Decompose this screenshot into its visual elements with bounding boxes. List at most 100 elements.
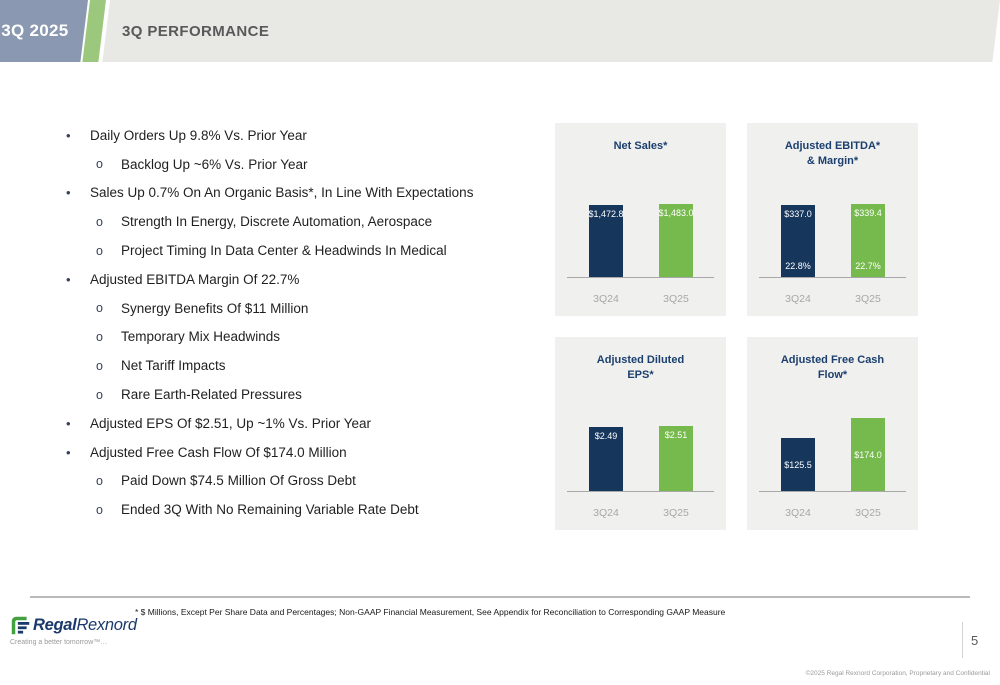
chart-baseline: [567, 277, 714, 278]
slide-header: 3Q 2025 3Q PERFORMANCE: [0, 0, 1000, 62]
x-axis-label: 3Q24: [593, 293, 619, 305]
bullet-item: • Adjusted EBITDA Margin Of 22.7%: [0, 265, 473, 294]
bullet-text: Adjusted EBITDA Margin Of 22.7%: [90, 271, 300, 287]
chart-title: Adjusted Free Cash Flow*: [747, 353, 918, 383]
x-axis-label: 3Q25: [855, 507, 881, 519]
bar-3q24: $337.0 22.8%: [781, 204, 815, 277]
bullet-marker: o: [96, 473, 103, 488]
bullet-text: Ended 3Q With No Remaining Variable Rate…: [121, 502, 419, 518]
bar-3q24: $1,472.8: [588, 204, 624, 277]
chart-title: Adjusted Diluted EPS*: [555, 353, 726, 383]
bullet-text: Adjusted Free Cash Flow Of $174.0 Millio…: [90, 444, 347, 460]
bar-value-label: $337.0: [784, 208, 812, 219]
x-axis-label: 3Q24: [593, 507, 619, 519]
chart-title-line: & Margin*: [806, 155, 859, 167]
bullet-marker: •: [66, 444, 71, 460]
x-axis-label: 3Q24: [785, 293, 811, 305]
bullet-marker: •: [66, 271, 71, 287]
footnote: * $ Millions, Except Per Share Data and …: [135, 607, 726, 617]
bar-3q25: $174.0: [851, 418, 885, 491]
bullet-marker: o: [96, 358, 103, 373]
bullet-text: Net Tariff Impacts: [121, 358, 226, 374]
chart-baseline: [759, 491, 906, 492]
logo-tagline: Creating a better tomorrow™…: [10, 639, 108, 646]
x-axis-label: 3Q25: [663, 507, 689, 519]
bullet-marker: o: [96, 387, 103, 402]
page-number-divider: [962, 622, 963, 658]
chart-panel: Net Sales* $1,472.8 3Q24 $1,483.0 3Q25: [555, 123, 726, 316]
bullet-item: o Strength In Energy, Discrete Automation…: [0, 207, 473, 236]
bullet-text: Strength In Energy, Discrete Automation,…: [121, 214, 433, 230]
bullet-item: o Ended 3Q With No Remaining Variable Rat…: [0, 495, 473, 524]
chart-title-line: Adjusted EBITDA*: [784, 140, 881, 152]
logo-text-regal: Regal: [33, 616, 77, 634]
bar-margin-label: 22.7%: [855, 261, 881, 271]
bar-3q25: $2.51: [659, 426, 693, 491]
regal-rexnord-logo: RegalRexnord Creating a better tomorrow™…: [10, 615, 137, 646]
chart-panel: Adjusted Free Cash Flow* $125.5 3Q24 $174.0 3…: [747, 337, 918, 530]
bullet-text: Adjusted EPS Of $2.51, Up ~1% Vs. Prior …: [90, 415, 372, 431]
chart-title: Adjusted EBITDA* & Margin*: [747, 139, 918, 169]
bullet-text: Rare Earth-Related Pressures: [121, 387, 302, 403]
bullet-text: Sales Up 0.7% On An Organic Basis*, In L…: [90, 185, 474, 201]
x-axis-label: 3Q25: [855, 293, 881, 305]
bullet-item: o Net Tariff Impacts: [0, 351, 473, 380]
bullet-marker: o: [96, 157, 103, 172]
copyright: ©2025 Regal Rexnord Corporation, Proprie…: [805, 670, 990, 677]
bar-value-label: $2.49: [594, 430, 618, 441]
x-axis-label: 3Q25: [663, 293, 689, 305]
chart-title-line: Flow*: [817, 369, 848, 381]
bullet-marker: •: [66, 415, 71, 431]
bar-3q24: $125.5: [781, 438, 815, 491]
bullet-item: o Temporary Mix Headwinds: [0, 323, 473, 352]
quarter-badge: 3Q 2025: [0, 0, 88, 62]
footer-divider: [30, 596, 970, 598]
logo-text-rexnord: Rexnord: [76, 616, 137, 634]
bar-value-label: $2.51: [664, 430, 688, 440]
bar-3q24: $2.49: [589, 426, 623, 491]
bullet-text: Daily Orders Up 9.8% Vs. Prior Year: [90, 127, 307, 143]
chart-baseline: [759, 277, 906, 278]
x-axis-label: 3Q24: [785, 507, 811, 519]
bullet-marker: •: [66, 127, 71, 143]
bullet-marker: o: [96, 243, 103, 258]
bullet-text: Backlog Up ~6% Vs. Prior Year: [121, 156, 308, 172]
bullet-item: • Sales Up 0.7% On An Organic Basis*, In …: [0, 179, 473, 208]
bullet-item: o Backlog Up ~6% Vs. Prior Year: [0, 150, 473, 179]
bar-margin-label: 22.8%: [785, 261, 811, 271]
chart-title-line: Net Sales*: [613, 140, 668, 152]
bar-value-label: $339.4: [854, 208, 882, 218]
bullet-text: Temporary Mix Headwinds: [121, 329, 281, 345]
chart-panel: Adjusted EBITDA* & Margin* $337.0 22.8% 3Q24…: [747, 123, 918, 316]
bullet-item: o Rare Earth-Related Pressures: [0, 380, 473, 409]
logo-text: RegalRexnord: [33, 616, 137, 635]
bullet-item: o Paid Down $74.5 Million Of Gross Debt: [0, 467, 473, 496]
regal-rexnord-logo-icon: [11, 616, 30, 635]
bullet-marker: o: [96, 502, 103, 517]
bar-value-label: $125.5: [784, 459, 812, 470]
bullet-item: o Synergy Benefits Of $11 Million: [0, 294, 473, 323]
bullet-text: Synergy Benefits Of $11 Million: [121, 300, 309, 316]
bar-value-label: $1,483.0: [658, 208, 694, 218]
bullet-marker: •: [66, 185, 71, 201]
bullet-text: Project Timing In Data Center & Headwind…: [121, 243, 447, 259]
quarter-badge-label: 3Q 2025: [1, 21, 69, 40]
bullet-marker: o: [96, 329, 103, 344]
bullet-item: • Daily Orders Up 9.8% Vs. Prior Year: [0, 121, 473, 150]
page-number: 5: [971, 633, 979, 648]
chart-title-line: EPS*: [627, 369, 654, 381]
chart-title: Net Sales*: [555, 139, 726, 154]
bullet-text: Paid Down $74.5 Million Of Gross Debt: [121, 473, 356, 489]
kpi-chart-grid: Net Sales* $1,472.8 3Q24 $1,483.0 3Q25 Adjust…: [555, 123, 918, 530]
bullet-marker: o: [96, 301, 103, 316]
chart-baseline: [567, 491, 714, 492]
bullet-list: • Daily Orders Up 9.8% Vs. Prior Year o Bac…: [0, 121, 473, 524]
chart-panel: Adjusted Diluted EPS* $2.49 3Q24 $2.51 3Q25: [555, 337, 726, 530]
chart-title-line: Adjusted Free Cash: [780, 354, 885, 366]
bar-3q25: $339.4 22.7%: [851, 204, 885, 277]
bullet-item: • Adjusted EPS Of $2.51, Up ~1% Vs. Prior…: [0, 409, 473, 438]
bar-value-label: $174.0: [854, 449, 882, 460]
bar-value-label: $1,472.8: [588, 208, 624, 219]
bar-3q25: $1,483.0: [658, 204, 694, 277]
